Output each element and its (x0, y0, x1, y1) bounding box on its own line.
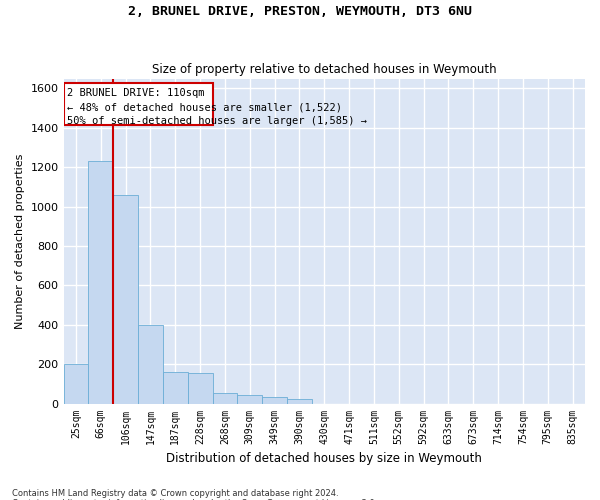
X-axis label: Distribution of detached houses by size in Weymouth: Distribution of detached houses by size … (166, 452, 482, 465)
Bar (287, 398, 312, 404)
Bar (238, 394, 262, 404)
Bar (212, 392, 238, 404)
Bar (138, 325, 163, 404)
Bar (188, 373, 212, 404)
Bar (262, 396, 287, 404)
Y-axis label: Number of detached properties: Number of detached properties (15, 154, 25, 328)
Bar (163, 372, 188, 404)
FancyBboxPatch shape (64, 84, 212, 125)
Bar (113, 195, 138, 404)
Text: Contains HM Land Registry data © Crown copyright and database right 2024.: Contains HM Land Registry data © Crown c… (12, 488, 338, 498)
Bar (64, 364, 88, 404)
Title: Size of property relative to detached houses in Weymouth: Size of property relative to detached ho… (152, 63, 497, 76)
Bar (88, 162, 113, 404)
Text: 2, BRUNEL DRIVE, PRESTON, WEYMOUTH, DT3 6NU: 2, BRUNEL DRIVE, PRESTON, WEYMOUTH, DT3 … (128, 5, 472, 18)
Text: 2 BRUNEL DRIVE: 110sqm
← 48% of detached houses are smaller (1,522)
50% of semi-: 2 BRUNEL DRIVE: 110sqm ← 48% of detached… (67, 88, 367, 126)
Text: Contains public sector information licensed under the Open Government Licence v3: Contains public sector information licen… (12, 498, 377, 500)
